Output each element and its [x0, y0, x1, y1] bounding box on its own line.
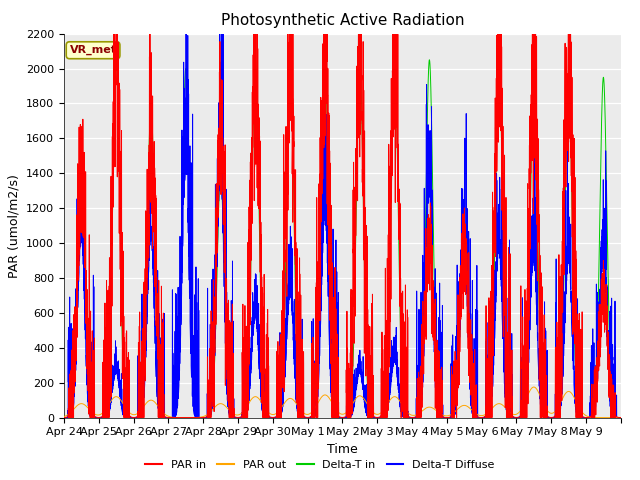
Title: Photosynthetic Active Radiation: Photosynthetic Active Radiation: [221, 13, 464, 28]
Legend: PAR in, PAR out, Delta-T in, Delta-T Diffuse: PAR in, PAR out, Delta-T in, Delta-T Dif…: [141, 456, 499, 474]
Text: VR_met: VR_met: [70, 45, 116, 55]
X-axis label: Time: Time: [327, 443, 358, 456]
Y-axis label: PAR (umol/m2/s): PAR (umol/m2/s): [8, 174, 20, 277]
